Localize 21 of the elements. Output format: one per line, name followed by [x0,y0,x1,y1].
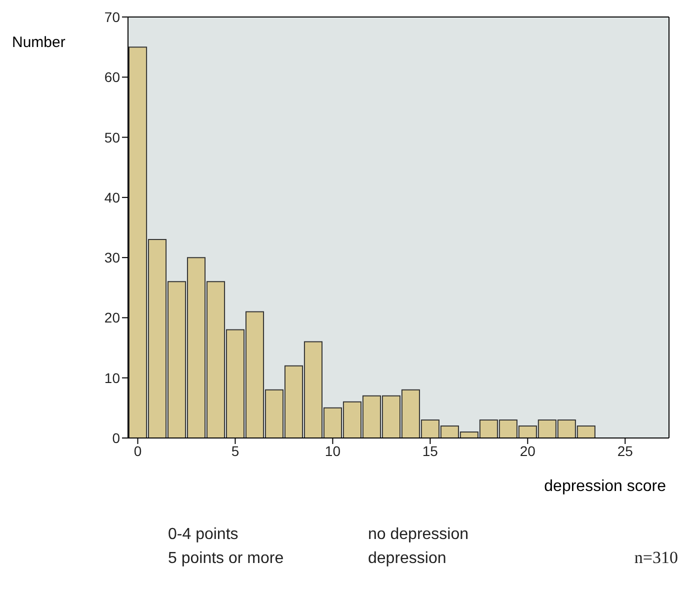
y-tick-label: 10 [104,370,120,386]
text: n=310 [634,548,678,568]
x-tick-label: 0 [134,442,142,459]
x-tick-label: 20 [520,442,536,459]
text: no depression [368,526,469,544]
x-axis-title: depression score [544,478,666,496]
y-axis-title: Number [12,34,66,51]
y-tick-label: 60 [104,69,120,86]
text: 5 points or more [168,550,284,568]
y-tick-label: 70 [104,8,120,25]
y-tick-label: 40 [104,189,120,206]
x-tick-label: 5 [231,442,240,459]
x-tick-label: 10 [324,442,341,459]
y-tick-label: 20 [104,310,120,326]
y-tick-label: 50 [104,129,120,146]
y-tick-label: 0 [112,430,120,446]
y-tick-label: 30 [104,250,120,266]
x-tick-label: 15 [422,442,438,459]
text: depression [368,550,446,568]
x-tick-label: 25 [617,442,634,459]
text: 0-4 points [168,526,238,544]
